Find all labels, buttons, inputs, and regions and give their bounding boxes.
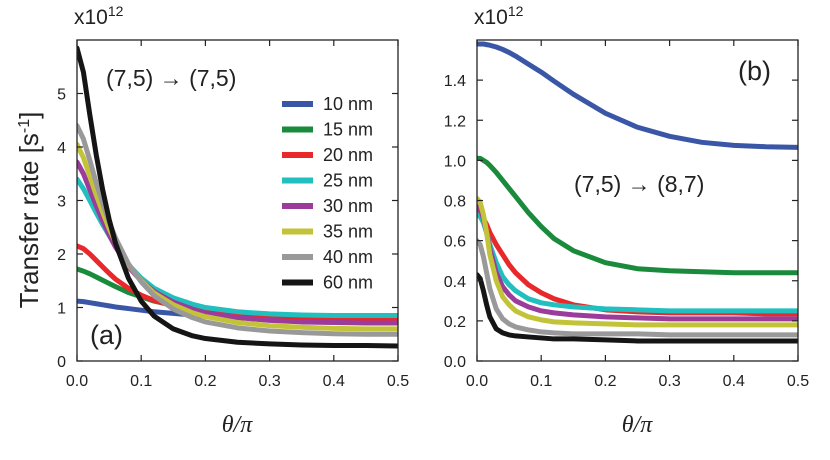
panel-b-x-tick-label: 0.1: [530, 373, 552, 390]
panel-b-x-tick-label: 0.3: [658, 373, 680, 390]
panel-b-series-line-40nm: [477, 238, 798, 338]
panel-a-x-tick-label: 0.4: [323, 373, 345, 390]
panel-a-annotation: (7,5) → (7,5): [106, 65, 236, 91]
panel-b-multiplier: x1012: [474, 3, 524, 29]
legend-label-10nm: 10 nm: [323, 94, 373, 114]
panel-a-y-axis-label: Transfer rate [s-1]: [14, 112, 44, 309]
panel-a-x-axis-label: θ/π: [222, 412, 253, 438]
panel-b-series-line-35nm: [477, 195, 798, 328]
panel-b-x-tick-label: 0.4: [723, 373, 745, 390]
legend-label-20nm: 20 nm: [323, 145, 373, 165]
panel-a-x-tick-label: 0.1: [130, 373, 152, 390]
legend-label-25nm: 25 nm: [323, 171, 373, 191]
panel-a-y-tick-label: 5: [57, 87, 66, 104]
panel-a: 0.0 0.1 0.2 0.3 0.4 0.5 0 1 2 3 4 5 (7,5) → (7,5) (a)…: [57, 39, 409, 390]
panel-b-y-tick-label: 1.0: [444, 153, 466, 170]
panel-a-y-tick-label: 0: [57, 354, 66, 371]
legend-label-60nm: 60 nm: [323, 273, 373, 293]
panel-b-y-tick-label: 0.2: [444, 314, 466, 331]
panel-b-series-line-25nm: [477, 212, 798, 314]
legend-label-15nm: 15 nm: [323, 120, 373, 140]
panel-b-y-tick-label: 0.8: [444, 194, 466, 211]
legend-label-40nm: 40 nm: [323, 247, 373, 267]
panel-b-annotation: (7,5) → (8,7): [574, 171, 704, 197]
panel-b-x-tick-label: 0.0: [466, 373, 488, 390]
legend-label-30nm: 30 nm: [323, 196, 373, 216]
panel-b-series-group: [477, 41, 798, 344]
panel-b-series-line-60nm: [477, 272, 798, 344]
panel-b-series-line-10nm: [477, 41, 798, 150]
panel-a-x-tick-label: 0.5: [387, 373, 409, 390]
panel-a-y-tick-label: 2: [57, 247, 66, 264]
panel-b-y-tick-label: 0.4: [444, 274, 466, 291]
panel-b-y-tick-label: 1.4: [444, 73, 466, 90]
panel-a-multiplier: x1012: [74, 3, 124, 29]
panel-a-x-tick-label: 0.0: [66, 373, 88, 390]
panel-a-series-group: [77, 45, 398, 349]
panel-b-panel-label: (b): [738, 56, 771, 86]
panel-a-y-tick-label: 4: [57, 140, 66, 157]
panel-a-panel-label: (a): [90, 320, 123, 350]
panel-a-series-line-40nm: [77, 123, 398, 337]
panel-a-y-tick-label: 1: [57, 301, 66, 318]
legend-label-35nm: 35 nm: [323, 222, 373, 242]
panel-b-y-tick-label: 1.2: [444, 113, 466, 130]
panel-a-x-tick-label: 0.3: [258, 373, 280, 390]
panel-b-x-tick-label: 0.5: [787, 373, 809, 390]
panel-b: 0.0 0.1 0.2 0.3 0.4 0.5 0.0 0.2 0.4 0.6 0.8 1.0 1.2 1…: [444, 39, 809, 390]
panel-b-y-tick-label: 0.0: [444, 354, 466, 371]
panel-b-x-tick-label: 0.2: [594, 373, 616, 390]
panel-b-y-tick-label: 0.6: [444, 234, 466, 251]
panel-b-x-axis-label: θ/π: [622, 412, 653, 438]
panel-a-legend: 10 nm 15 nm 20 nm 25 nm 30 nm 35 nm 40 nm 60 nm: [282, 94, 373, 293]
panel-a-x-tick-label: 0.2: [194, 373, 216, 390]
panel-a-series-line-60nm: [77, 45, 398, 349]
panel-b-series-line-15nm: [477, 155, 798, 276]
panel-a-y-tick-label: 3: [57, 194, 66, 211]
panel-b-series-line-30nm: [477, 204, 798, 322]
